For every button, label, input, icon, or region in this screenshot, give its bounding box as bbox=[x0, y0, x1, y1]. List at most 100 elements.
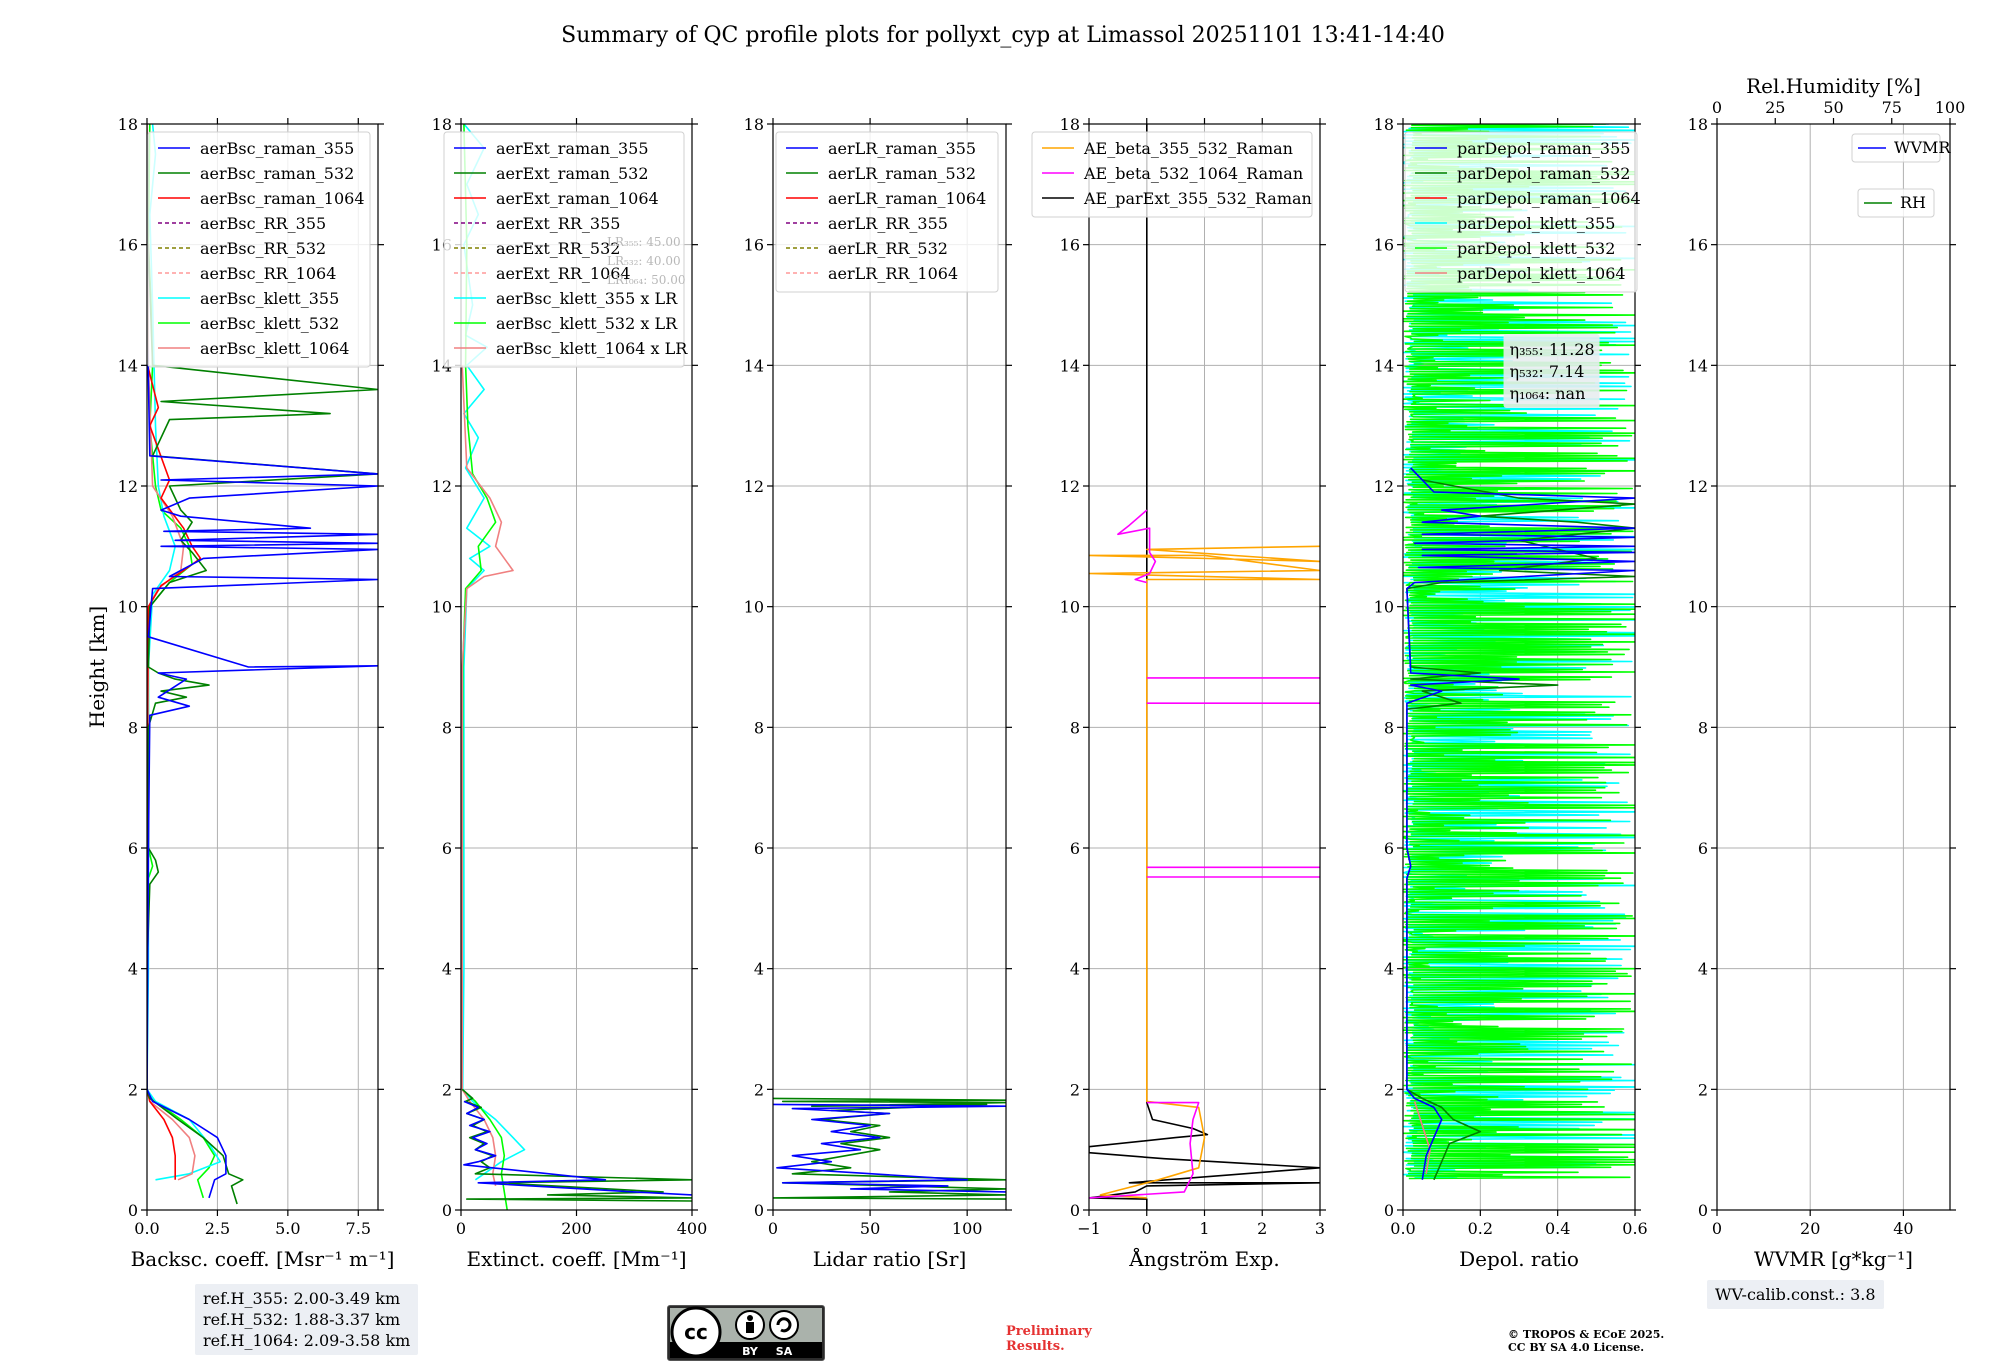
x-tick-label: 0 bbox=[768, 1219, 778, 1238]
x-axis-label: Extinct. coeff. [Mm⁻¹] bbox=[466, 1247, 686, 1271]
y-tick-label: 14 bbox=[1060, 356, 1080, 375]
legend-label: parDepol_raman_1064 bbox=[1457, 189, 1641, 208]
series-parDepol_klett_1064 bbox=[1413, 1101, 1431, 1174]
y-tick-label: 0 bbox=[1070, 1201, 1080, 1220]
y-tick-label: 18 bbox=[1688, 115, 1708, 134]
y-tick-label: 16 bbox=[1374, 236, 1394, 255]
legend-box bbox=[1851, 133, 1941, 163]
legend-label: aerBsc_klett_532 x LR bbox=[496, 314, 678, 333]
legend-label: aerExt_raman_532 bbox=[496, 164, 649, 183]
x-tick-label: 2 bbox=[1257, 1219, 1267, 1238]
preliminary-line-2: Results. bbox=[1006, 1339, 1065, 1354]
series-aerBsc_raman_355 bbox=[147, 304, 378, 1199]
x-tick-label: 50 bbox=[860, 1219, 880, 1238]
eta-annotation: η₁₀₆₄: nan bbox=[1510, 384, 1586, 403]
legend-box bbox=[1031, 131, 1313, 218]
series-group bbox=[147, 124, 378, 1205]
y-tick-label: 12 bbox=[432, 477, 452, 496]
legend-label: aerExt_RR_1064 bbox=[496, 264, 631, 283]
legend-label: parDepol_klett_532 bbox=[1457, 239, 1615, 258]
copyright-note: © TROPOS & ECoE 2025. CC BY SA 4.0 Licen… bbox=[1508, 1328, 1664, 1354]
cc-by-text: BY bbox=[742, 1345, 759, 1358]
y-tick-label: 16 bbox=[118, 236, 138, 255]
x-tick-label: 20 bbox=[1800, 1219, 1820, 1238]
y-tick-label: 2 bbox=[1384, 1080, 1394, 1099]
x-tick-label: 0.4 bbox=[1545, 1219, 1570, 1238]
y-tick-label: 6 bbox=[1384, 839, 1394, 858]
x-tick-label: 200 bbox=[561, 1219, 592, 1238]
eta-box bbox=[1503, 334, 1600, 408]
legend-label: WVMR bbox=[1894, 138, 1951, 157]
y-tick-label: 12 bbox=[118, 477, 138, 496]
wv-calib-box: WV-calib.const.: 3.8 bbox=[1707, 1280, 1884, 1309]
legend-box bbox=[147, 131, 371, 368]
x-tick-label: 0.2 bbox=[1468, 1219, 1493, 1238]
x-tick-label: 5.0 bbox=[275, 1219, 300, 1238]
x-axis-label: Lidar ratio [Sr] bbox=[813, 1247, 967, 1271]
series-group bbox=[773, 1097, 1006, 1200]
legend-label: aerBsc_klett_1064 x LR bbox=[496, 339, 688, 358]
x-axis-label: WVMR [g*kg⁻¹] bbox=[1754, 1247, 1913, 1271]
x-tick-label: 0.6 bbox=[1622, 1219, 1647, 1238]
series-AE_beta_355_532_Raman bbox=[1089, 545, 1320, 1199]
legend-label: aerBsc_RR_355 bbox=[200, 214, 326, 233]
y-tick-label: 14 bbox=[1688, 356, 1708, 375]
y-tick-label: 18 bbox=[1060, 115, 1080, 134]
y-tick-label: 10 bbox=[1688, 598, 1708, 617]
axes-frame bbox=[772, 123, 1007, 1211]
ref-heights-box: ref.H_355: 2.00-3.49 km ref.H_532: 1.88-… bbox=[195, 1284, 419, 1355]
legend-label: parDepol_klett_1064 bbox=[1457, 264, 1626, 283]
top-x-tick-label: 25 bbox=[1765, 98, 1785, 117]
y-tick-label: 2 bbox=[1070, 1080, 1080, 1099]
legend-label: aerBsc_RR_532 bbox=[200, 239, 326, 258]
legend-label: aerLR_raman_532 bbox=[828, 164, 976, 183]
top-x-tick-label: 50 bbox=[1823, 98, 1843, 117]
y-tick-label: 8 bbox=[1384, 718, 1394, 737]
panel-lr: 0 2 4 6 8 10 12 14 16 18 0 50 100 Lidar ratio [Sr] aer… bbox=[744, 115, 1012, 1271]
panel-bsc: 0 2 4 6 8 10 12 14 16 18 0.0 2.5 5.0 7.5 Backsc. coeff… bbox=[85, 115, 394, 1271]
legend-label: aerExt_raman_355 bbox=[496, 139, 649, 158]
legend-label: parDepol_klett_355 bbox=[1457, 214, 1615, 233]
series-parDepol_raman_532 bbox=[1406, 467, 1635, 1181]
legend-label: aerLR_raman_1064 bbox=[828, 189, 986, 208]
lr-annotation: LR₁₀₆₄: 50.00 bbox=[607, 273, 685, 287]
y-tick-label: 10 bbox=[118, 598, 138, 617]
legend-label: aerLR_raman_355 bbox=[828, 139, 976, 158]
y-tick-label: 18 bbox=[1374, 115, 1394, 134]
y-tick-label: 16 bbox=[744, 236, 764, 255]
legend-box bbox=[1404, 131, 1638, 293]
legend-label: aerBsc_klett_532 bbox=[200, 314, 339, 333]
legend-box bbox=[1857, 188, 1935, 218]
y-tick-label: 18 bbox=[432, 115, 452, 134]
legend-label: AE_parExt_355_532_Raman bbox=[1083, 189, 1312, 208]
y-tick-label: 4 bbox=[754, 960, 764, 979]
y-tick-label: 6 bbox=[442, 839, 452, 858]
y-tick-label: 2 bbox=[442, 1080, 452, 1099]
x-tick-label: 3 bbox=[1315, 1219, 1325, 1238]
top-x-tick-label: 100 bbox=[1935, 98, 1966, 117]
series-aerBsc_raman_1064 bbox=[147, 365, 202, 1180]
series-group bbox=[1089, 124, 1320, 1210]
y-tick-label: 8 bbox=[754, 718, 764, 737]
y-tick-label: 4 bbox=[1698, 960, 1708, 979]
series-group bbox=[1403, 124, 1635, 1181]
lr-annotation: LR₃₅₅: 45.00 bbox=[607, 235, 681, 249]
top-x-tick-label: 0 bbox=[1712, 98, 1722, 117]
legend-label: aerBsc_klett_355 x LR bbox=[496, 289, 678, 308]
top-x-axis-label: Rel.Humidity [%] bbox=[1746, 74, 1921, 98]
series-parDepol_klett_532 bbox=[1403, 124, 1635, 1180]
lr-annotation: LR₅₃₂: 40.00 bbox=[607, 254, 681, 268]
axes-frame bbox=[1402, 123, 1636, 1211]
y-tick-label: 10 bbox=[1374, 598, 1394, 617]
y-tick-label: 14 bbox=[1374, 356, 1394, 375]
y-tick-label: 18 bbox=[744, 115, 764, 134]
legend-label: aerExt_RR_355 bbox=[496, 214, 620, 233]
cc-sa-text: SA bbox=[776, 1345, 793, 1358]
y-tick-label: 10 bbox=[1060, 598, 1080, 617]
y-tick-label: 0 bbox=[1698, 1201, 1708, 1220]
legend-label: aerLR_RR_1064 bbox=[828, 264, 958, 283]
legend-label: aerBsc_RR_1064 bbox=[200, 264, 336, 283]
x-tick-label: 0 bbox=[1712, 1219, 1722, 1238]
